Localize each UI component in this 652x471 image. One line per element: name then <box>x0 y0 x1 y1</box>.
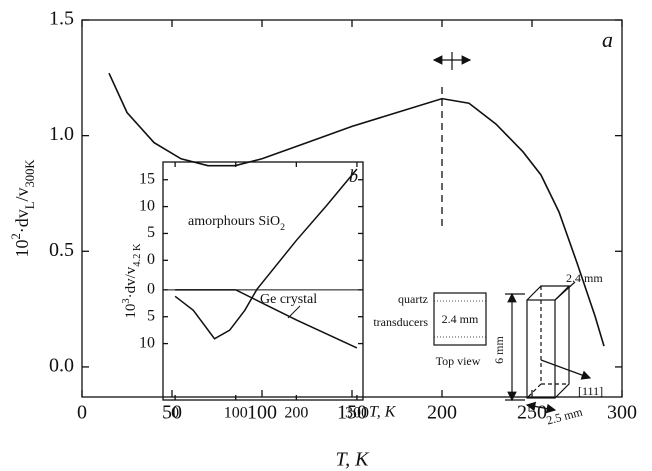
annotation: 6 mm <box>492 336 506 364</box>
x-tick-label: 100 <box>224 404 248 421</box>
y-tick-label: 10 <box>139 334 155 351</box>
y-tick-label: 5 <box>147 224 155 241</box>
y-tick-label: 10 <box>139 197 155 214</box>
y-axis-label: 102·dvL/v300K <box>9 159 37 257</box>
panel-label: a <box>602 27 613 52</box>
x-axis-label: T, K <box>369 404 397 421</box>
y-axis-label: 103·dv/v4.2 K <box>121 243 143 319</box>
x-tick-label: 200 <box>284 404 308 421</box>
x-tick-label: 100 <box>247 402 277 424</box>
plot-frame <box>162 161 364 401</box>
y-tick-label: 1.0 <box>49 123 74 145</box>
annotation: 2.5 mm <box>545 404 585 427</box>
x-axis-label: T, K <box>336 449 371 471</box>
y-tick-label: 0 <box>147 251 155 268</box>
label-part: Ge crystal <box>260 292 317 307</box>
panel-label: b <box>349 166 358 186</box>
label-part: 10 <box>12 240 32 258</box>
y-tick-label: 0 <box>147 281 155 298</box>
annotation: 2.4 mm <box>566 271 603 285</box>
label-part: amorphours SiO <box>188 214 280 229</box>
leader <box>287 305 301 319</box>
y-tick-label: 0.5 <box>49 239 74 261</box>
curve <box>175 289 358 349</box>
label-part: 4.2 K <box>132 243 143 267</box>
x-tick-label: 150 <box>337 402 367 424</box>
y-tick-label: 0.0 <box>49 355 74 377</box>
label-part: 2 <box>280 222 285 233</box>
label-part: 300K <box>23 159 37 187</box>
label-part: 10 <box>123 304 139 319</box>
annotation: transducers <box>373 315 428 329</box>
sample-sketch <box>505 281 592 414</box>
curve-label: amorphours SiO2 <box>188 214 285 233</box>
annotation: Top view <box>436 354 481 368</box>
x-tick-label: 300 <box>345 404 369 421</box>
y-tick-label: 5 <box>147 307 155 324</box>
x-tick-label: 0 <box>171 404 179 421</box>
x-tick-label: 50 <box>162 402 182 424</box>
x-tick-label: 250 <box>517 402 547 424</box>
label-part: 2 <box>9 233 23 239</box>
top-view-sketch: quartz transducers 2.4 mm Top view <box>373 292 487 368</box>
label-part: ·dv/v <box>123 266 139 298</box>
annotation: [111] <box>578 384 603 398</box>
label-part: /v <box>12 187 32 201</box>
x-tick-label: 300 <box>607 402 637 424</box>
annotation: 2.4 mm <box>442 312 479 326</box>
annotation: quartz <box>398 292 428 306</box>
curve <box>108 72 605 347</box>
x-tick-label: 200 <box>427 402 457 424</box>
label-part: L <box>23 202 37 210</box>
curve-label: Ge crystal <box>260 292 317 307</box>
curve <box>174 168 358 340</box>
label-part: 3 <box>121 298 132 303</box>
x-tick-label: 0 <box>77 402 87 424</box>
y-tick-label: 15 <box>139 170 155 187</box>
label-part: ·dv <box>12 209 32 233</box>
y-tick-label: 1.5 <box>49 8 74 30</box>
